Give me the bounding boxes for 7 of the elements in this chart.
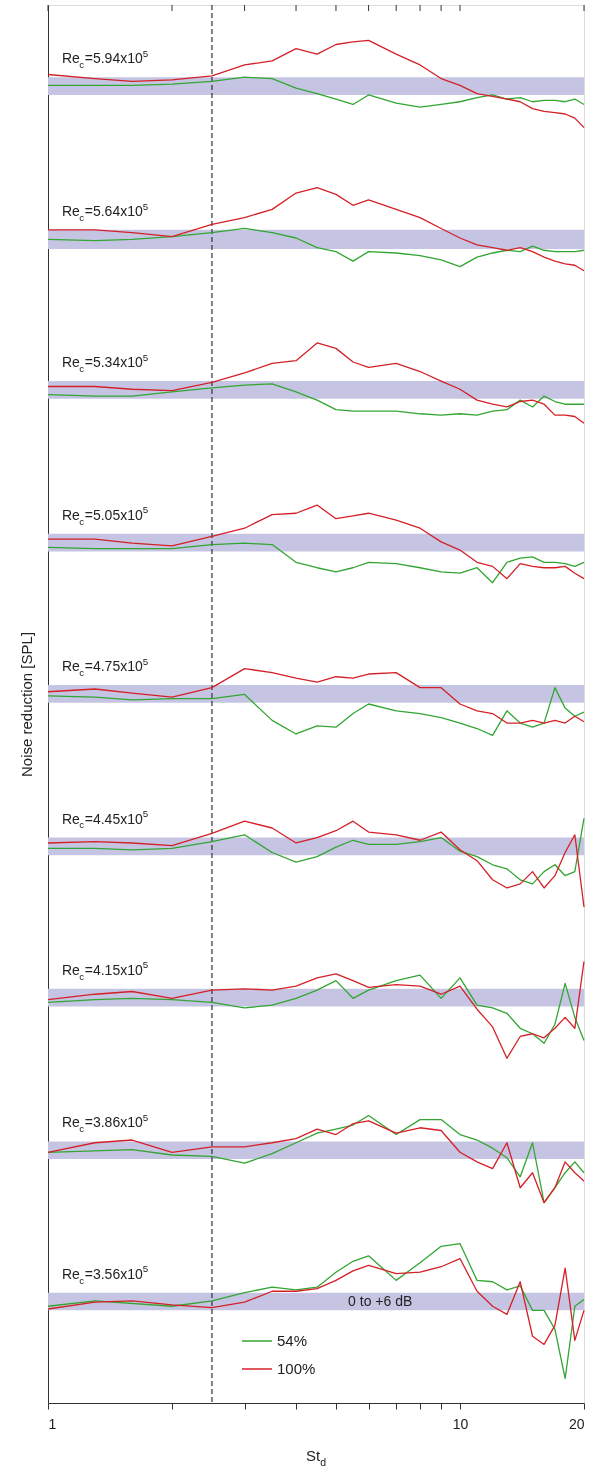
- x-tick-label: 20: [568, 1415, 585, 1432]
- x-tick-label: 1: [48, 1415, 57, 1432]
- x-tick-label: 10: [452, 1415, 469, 1432]
- band-label: 0 to +6 dB: [348, 1293, 413, 1310]
- y-axis-title: Noise reduction [SPL]: [17, 631, 35, 778]
- legend-label: 54%: [276, 1332, 307, 1349]
- legend-label: 100%: [276, 1360, 316, 1377]
